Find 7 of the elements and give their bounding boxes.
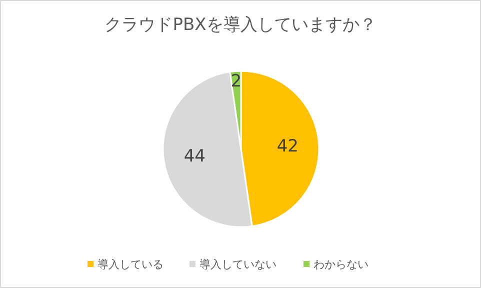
data-label: 42 [276,136,298,157]
data-label: 2 [230,72,242,92]
legend-label: 導入していない [200,258,276,271]
chart-title: クラウドPBXを導入していますか？ [104,15,376,35]
legend-label: 導入している [98,258,164,271]
legend-label: わからない [314,258,368,271]
data-label: 44 [184,146,206,167]
